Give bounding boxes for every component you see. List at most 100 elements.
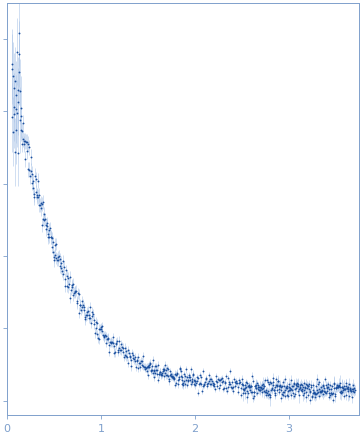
Point	[35, 193, 41, 200]
Point	[144, 368, 150, 375]
Point	[176, 373, 182, 380]
Point	[101, 333, 107, 340]
Point	[24, 138, 30, 145]
Point	[344, 385, 350, 392]
Point	[184, 373, 190, 380]
Point	[270, 378, 275, 385]
Point	[217, 381, 223, 388]
Point	[253, 385, 258, 392]
Point	[107, 339, 113, 346]
Point	[174, 369, 180, 376]
Point	[61, 264, 67, 271]
Point	[233, 380, 239, 387]
Point	[17, 68, 22, 75]
Point	[64, 272, 70, 279]
Point	[305, 391, 311, 398]
Point	[164, 364, 170, 371]
Point	[322, 388, 328, 395]
Point	[255, 384, 261, 391]
Point	[207, 375, 213, 382]
Point	[236, 377, 242, 384]
Point	[193, 379, 199, 386]
Point	[155, 367, 160, 374]
Point	[332, 393, 338, 400]
Point	[230, 384, 235, 391]
Point	[252, 388, 257, 395]
Point	[18, 126, 24, 133]
Point	[40, 216, 46, 223]
Point	[315, 375, 320, 382]
Point	[15, 87, 21, 94]
Point	[76, 291, 82, 298]
Point	[142, 365, 148, 372]
Point	[340, 384, 345, 391]
Point	[306, 380, 312, 387]
Point	[149, 363, 155, 370]
Point	[283, 384, 289, 391]
Point	[44, 223, 50, 230]
Point	[152, 370, 158, 377]
Point	[79, 304, 85, 311]
Point	[245, 383, 251, 390]
Point	[319, 386, 325, 393]
Point	[263, 387, 269, 394]
Point	[140, 353, 146, 360]
Point	[259, 388, 265, 395]
Point	[34, 191, 40, 198]
Point	[186, 371, 192, 378]
Point	[325, 381, 331, 388]
Point	[116, 345, 122, 352]
Point	[307, 388, 313, 395]
Point	[17, 88, 23, 95]
Point	[323, 382, 329, 388]
Point	[172, 370, 178, 377]
Point	[149, 367, 155, 374]
Point	[129, 349, 135, 356]
Point	[292, 380, 298, 387]
Point	[307, 388, 312, 395]
Point	[256, 382, 261, 388]
Point	[129, 357, 134, 364]
Point	[74, 298, 80, 305]
Point	[33, 176, 38, 183]
Point	[301, 390, 307, 397]
Point	[200, 382, 206, 389]
Point	[275, 378, 281, 385]
Point	[298, 380, 304, 387]
Point	[304, 381, 310, 388]
Point	[165, 373, 171, 380]
Point	[113, 341, 119, 348]
Point	[279, 382, 285, 389]
Point	[122, 344, 128, 351]
Point	[249, 382, 254, 389]
Point	[130, 351, 136, 358]
Point	[22, 156, 28, 163]
Point	[341, 392, 347, 399]
Point	[339, 389, 345, 396]
Point	[218, 376, 224, 383]
Point	[88, 319, 94, 326]
Point	[108, 338, 114, 345]
Point	[22, 138, 28, 145]
Point	[280, 391, 286, 398]
Point	[171, 374, 176, 381]
Point	[253, 381, 259, 388]
Point	[246, 382, 252, 389]
Point	[100, 327, 105, 334]
Point	[87, 304, 93, 311]
Point	[96, 326, 102, 333]
Point	[299, 387, 305, 394]
Point	[245, 390, 251, 397]
Point	[19, 140, 25, 147]
Point	[135, 354, 141, 361]
Point	[39, 221, 45, 228]
Point	[323, 389, 329, 396]
Point	[168, 371, 173, 378]
Point	[110, 340, 116, 347]
Point	[37, 201, 42, 208]
Point	[350, 382, 355, 389]
Point	[94, 331, 100, 338]
Point	[54, 256, 60, 263]
Point	[276, 382, 282, 389]
Point	[332, 391, 338, 398]
